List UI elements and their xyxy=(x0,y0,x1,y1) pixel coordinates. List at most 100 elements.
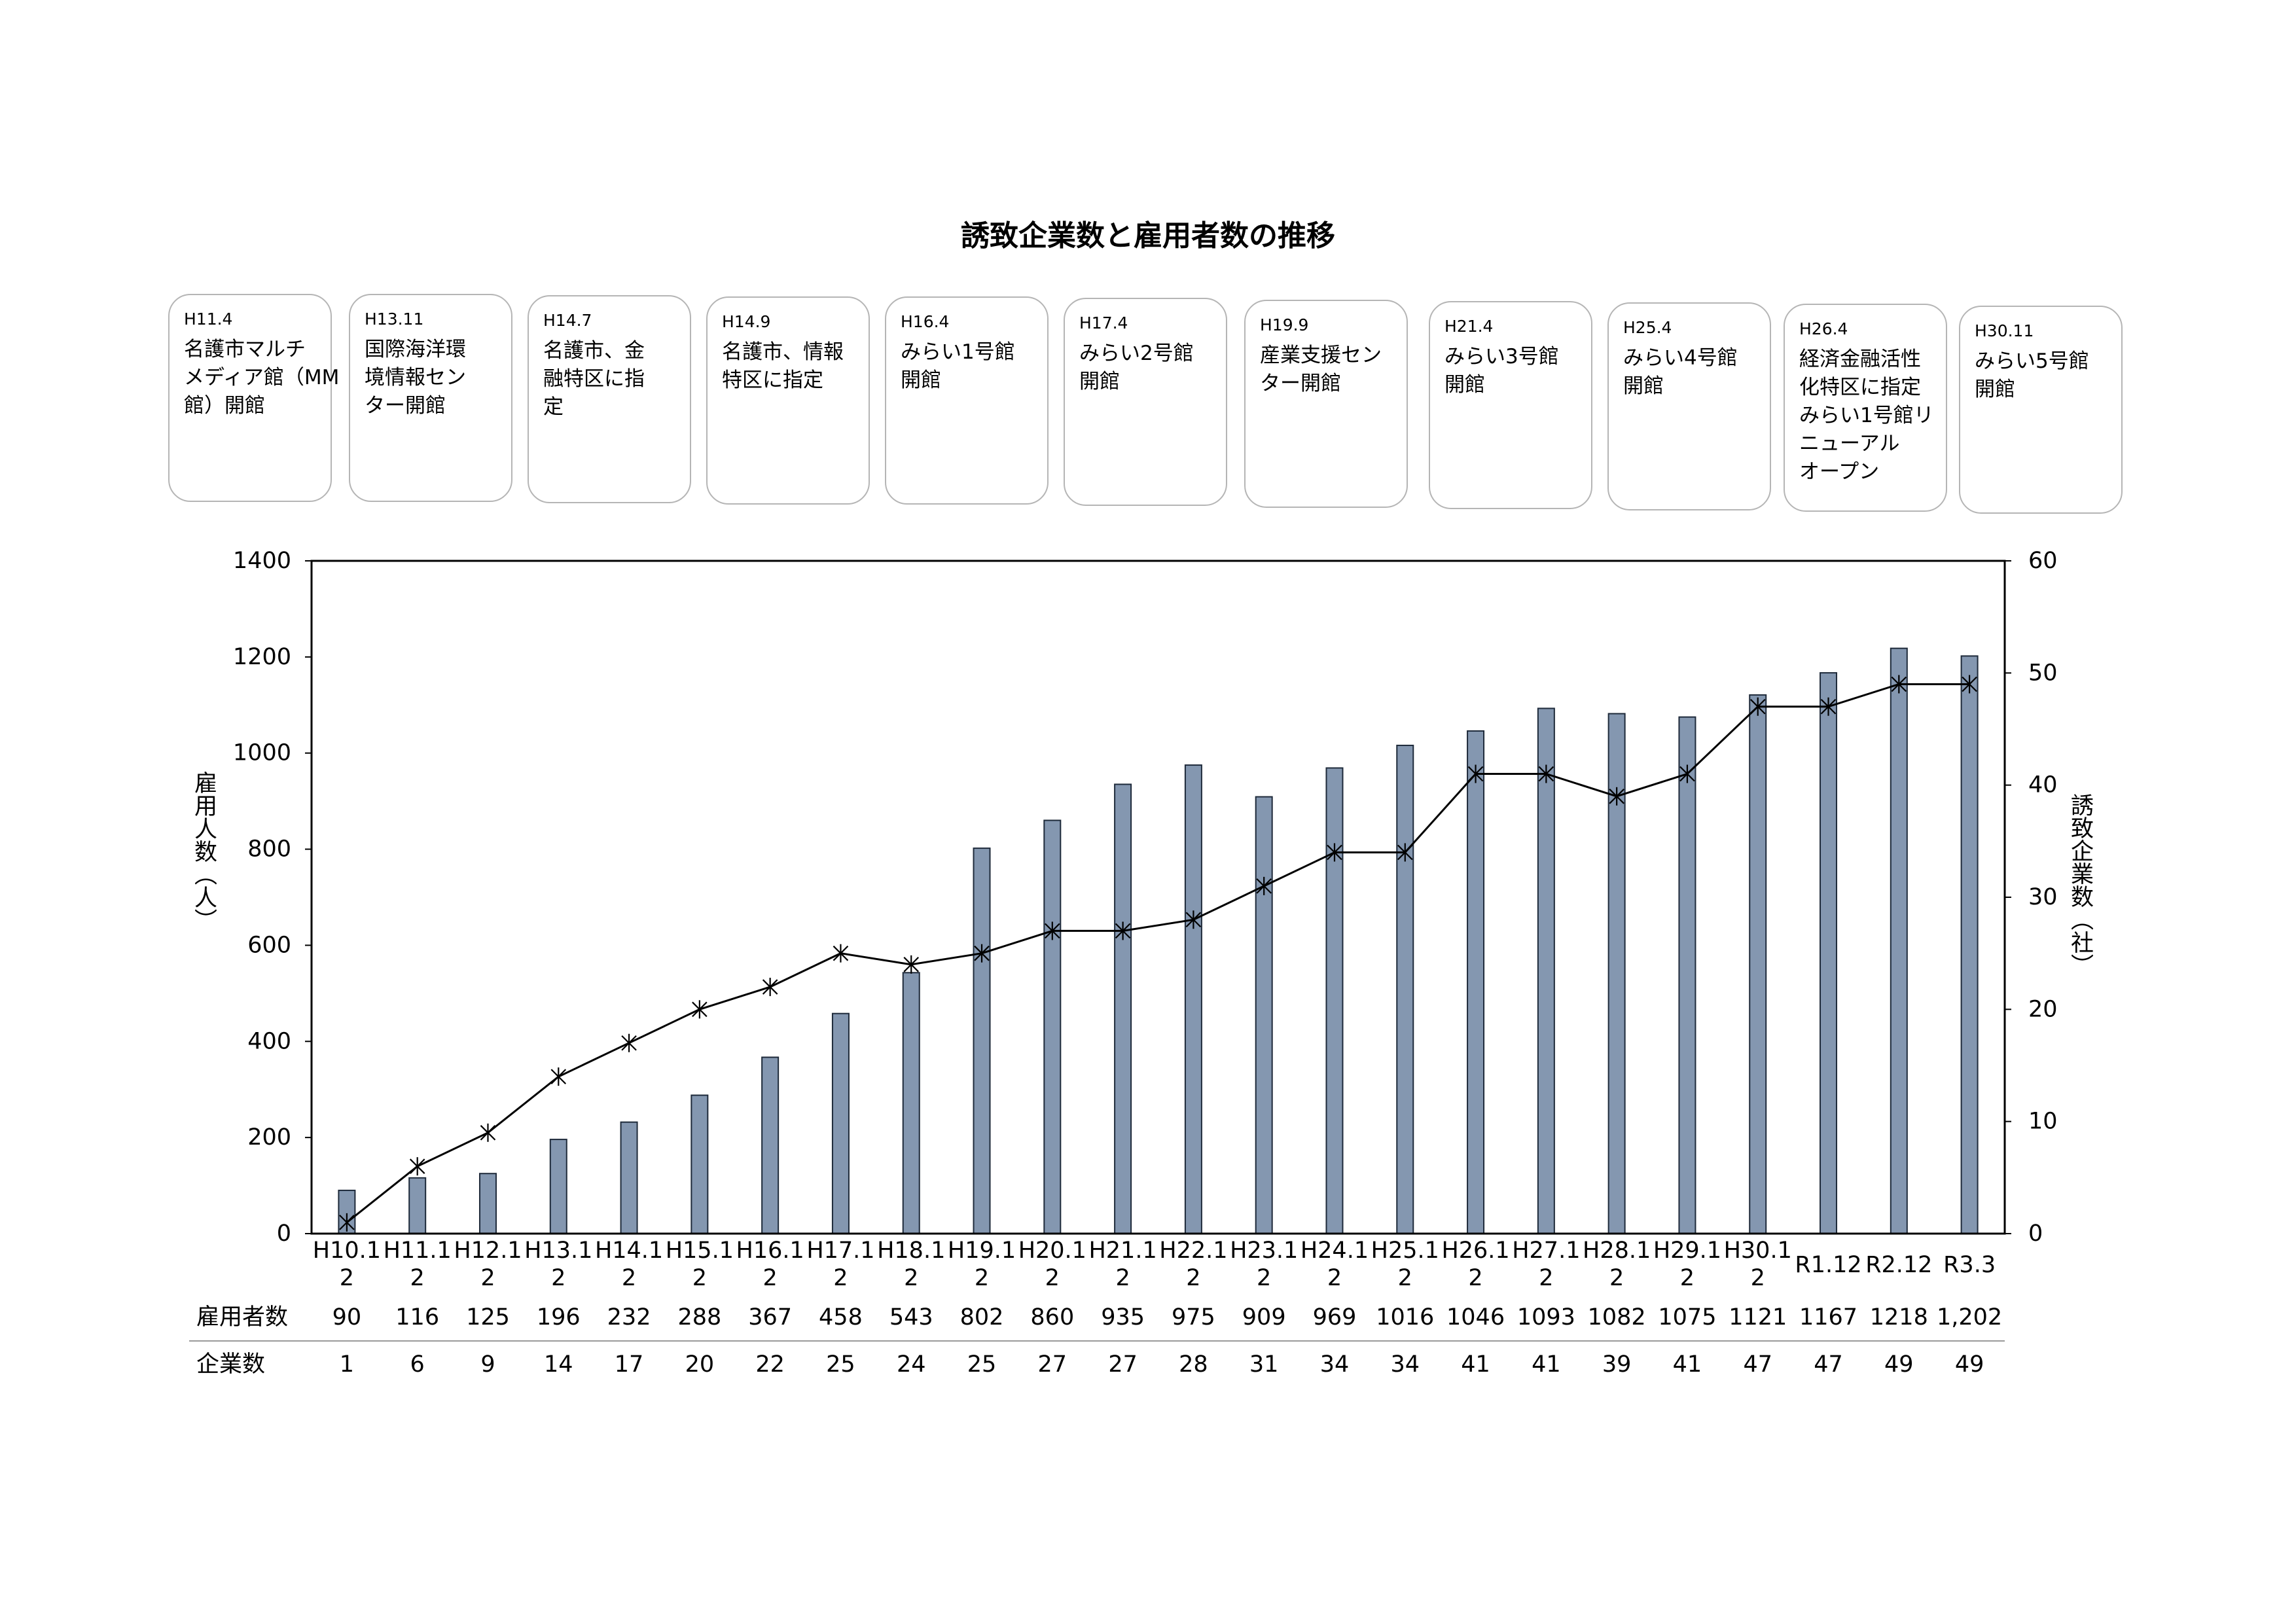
x-tick-label: R3.3 xyxy=(1943,1252,1996,1278)
chart-title: 誘致企業数と雇用者数の推移 xyxy=(961,219,1335,253)
y-tick-label: 400 xyxy=(247,1028,291,1054)
timeline-date: H21.4 xyxy=(1444,317,1494,336)
timeline-box: H21.4 みらい3号館 開館 xyxy=(1429,301,1592,509)
y-tick-label: 1000 xyxy=(233,740,291,766)
timeline-date: H14.9 xyxy=(722,312,771,331)
timeline-text-line: みらい5号館 xyxy=(1975,349,2089,373)
bar xyxy=(761,1056,780,1234)
bar xyxy=(1467,730,1485,1234)
x-tick-label: H20.1 2 xyxy=(1018,1238,1086,1291)
y-tick-label: 200 xyxy=(247,1124,291,1150)
y-axis-left-ticks: 0 200 400 600 800 1000 1200 1400 xyxy=(233,548,312,1247)
timeline-text-line: みらい4号館 xyxy=(1623,346,1738,370)
x-tick-label: H25.1 2 xyxy=(1371,1238,1439,1291)
timeline-description: 産業支援セン ター開館 xyxy=(1260,342,1382,398)
table-cell: 116 xyxy=(395,1304,439,1330)
bar xyxy=(691,1094,709,1235)
timeline-text-line: オープン xyxy=(1799,460,1880,484)
timeline-box: H25.4 みらい4号館 開館 xyxy=(1607,302,1771,510)
table-cell: 41 xyxy=(1461,1351,1490,1378)
y2-tick-label: 0 xyxy=(2028,1221,2043,1247)
bar xyxy=(549,1139,567,1234)
timeline-text-line: 名護市マルチ xyxy=(184,338,306,361)
star-marker xyxy=(550,1067,567,1086)
x-tick-label: H22.1 2 xyxy=(1159,1238,1227,1291)
table-cell: 47 xyxy=(1814,1351,1843,1378)
x-tick-label: H29.1 2 xyxy=(1653,1238,1721,1291)
y2-tick-label: 20 xyxy=(2028,996,2058,1022)
table-row-companies: 1 6 9 14 17 20 22 25 24 25 27 27 28 31 34 34 41 41 39 41 47 4… xyxy=(340,1351,1984,1378)
timeline-date: H17.4 xyxy=(1079,313,1128,332)
x-tick-label: H14.1 2 xyxy=(595,1238,663,1291)
x-tick-label: H23.1 2 xyxy=(1230,1238,1298,1291)
bar xyxy=(1325,767,1344,1234)
timeline-date: H25.4 xyxy=(1623,318,1672,337)
table-cell: 1,202 xyxy=(1937,1304,2002,1330)
timeline-box: H30.11 みらい5号館 開館 xyxy=(1959,306,2123,514)
x-tick-label: H27.1 2 xyxy=(1512,1238,1580,1291)
x-tick-label: H12.1 2 xyxy=(454,1238,522,1291)
timeline-description: 名護市マルチ メディア館（MM 館）開館 xyxy=(184,336,339,420)
table-cell: 34 xyxy=(1320,1351,1350,1378)
timeline-date: H11.4 xyxy=(184,310,233,329)
table-cell: 6 xyxy=(410,1351,425,1378)
star-marker xyxy=(1820,697,1837,716)
star-marker xyxy=(1256,876,1272,895)
table-cell: 9 xyxy=(480,1351,495,1378)
timeline-box: H13.11 国際海洋環 境情報セン ター開館 xyxy=(349,294,512,502)
x-tick-label: H13.1 2 xyxy=(524,1238,592,1291)
star-marker xyxy=(621,1033,637,1052)
bar xyxy=(1820,672,1838,1235)
y-tick-label: 1200 xyxy=(233,644,291,670)
y-tick-label: 800 xyxy=(247,836,291,863)
timeline-description: みらい2号館 開館 xyxy=(1079,340,1194,396)
bar-series-employees xyxy=(338,647,1979,1235)
line-markers xyxy=(339,675,1977,1232)
timeline-date: H19.9 xyxy=(1260,315,1309,334)
bar xyxy=(1749,694,1767,1234)
bar xyxy=(1114,783,1132,1234)
star-marker xyxy=(1397,843,1413,862)
y2-tick-label: 50 xyxy=(2028,660,2058,686)
timeline-description: 名護市、金 融特区に指定 xyxy=(543,337,645,421)
timeline-text-line: 定 xyxy=(543,395,564,419)
bar xyxy=(408,1177,427,1235)
table-cell: 27 xyxy=(1038,1351,1067,1378)
timeline-text-line: みらい2号館 xyxy=(1079,342,1194,365)
table-cell: 1 xyxy=(340,1351,354,1378)
y-tick-label: 1400 xyxy=(233,548,291,574)
star-marker xyxy=(1467,764,1484,783)
bar xyxy=(478,1173,497,1234)
star-marker xyxy=(974,944,990,963)
table-cell: 41 xyxy=(1532,1351,1561,1378)
table-cell: 20 xyxy=(685,1351,715,1378)
star-marker xyxy=(1609,787,1624,806)
timeline-text-line: 境情報セン xyxy=(365,366,466,389)
star-marker xyxy=(1327,843,1342,862)
star-marker xyxy=(903,955,920,974)
x-tick-label: H16.1 2 xyxy=(736,1238,804,1291)
bar xyxy=(1678,716,1696,1234)
timeline-date: H16.4 xyxy=(901,312,950,331)
timeline-text-line: ター開館 xyxy=(1260,372,1341,395)
timeline-text-line: みらい1号館 xyxy=(901,340,1015,364)
bar xyxy=(1043,819,1062,1234)
timeline-text-line: 国際海洋環 xyxy=(365,338,466,361)
table-cell: 24 xyxy=(897,1351,926,1378)
y2-tick-label: 60 xyxy=(2028,548,2058,574)
table-cell: 1082 xyxy=(1588,1304,1646,1330)
star-marker xyxy=(1891,675,1907,694)
table-cell: 288 xyxy=(677,1304,721,1330)
timeline-box: H11.4 名護市マルチ メディア館（MM 館）開館 xyxy=(168,294,339,502)
timeline-description: 経済金融活性 化特区に指定 みらい1号館リ ニューアル オープン xyxy=(1799,346,1934,486)
timeline-text-line: 名護市、情報 xyxy=(722,340,844,364)
table-cell: 14 xyxy=(544,1351,573,1378)
star-marker xyxy=(1115,921,1131,940)
star-marker xyxy=(1749,697,1766,716)
star-marker xyxy=(692,1000,708,1019)
table-cell: 49 xyxy=(1955,1351,1984,1378)
table-cell: 90 xyxy=(332,1304,362,1330)
timeline-text-line: みらい3号館 xyxy=(1444,345,1559,368)
x-tick-label: H21.1 2 xyxy=(1088,1238,1157,1291)
